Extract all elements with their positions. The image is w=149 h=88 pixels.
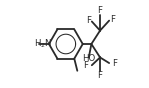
Text: F: F [110, 15, 115, 24]
Text: F: F [86, 16, 91, 25]
Text: H$_2$N: H$_2$N [34, 38, 52, 50]
Text: HO: HO [82, 54, 95, 63]
Text: F: F [98, 71, 103, 80]
Text: F: F [83, 61, 88, 70]
Text: F: F [113, 59, 118, 68]
Text: F: F [98, 6, 103, 15]
